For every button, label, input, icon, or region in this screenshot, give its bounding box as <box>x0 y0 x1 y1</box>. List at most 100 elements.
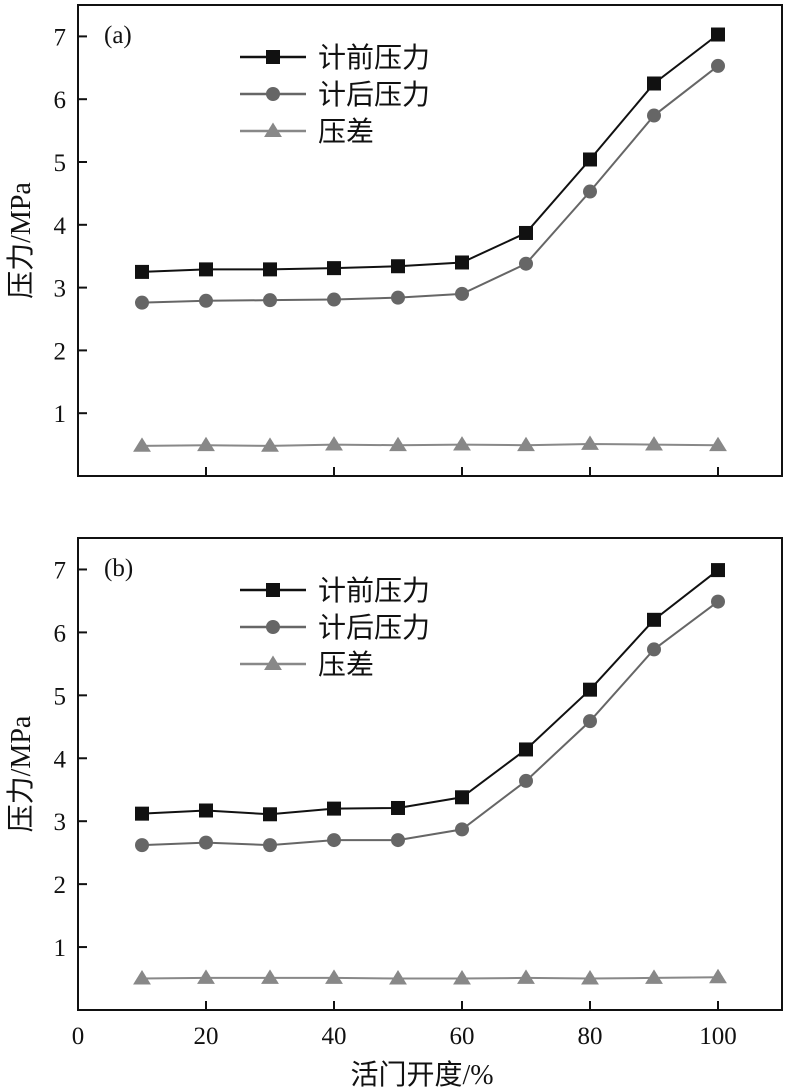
y-tick-label: 7 <box>54 24 67 51</box>
data-point <box>647 108 661 123</box>
data-point <box>199 262 213 277</box>
data-point <box>519 256 533 271</box>
legend-entry: 压差 <box>240 649 374 681</box>
legend-entry: 计后压力 <box>240 612 430 644</box>
legend-marker <box>266 620 280 634</box>
legend-label: 压差 <box>318 649 374 681</box>
data-point <box>645 436 663 451</box>
data-point <box>455 255 469 270</box>
data-point <box>583 682 597 697</box>
chart-panel-2: 1 2 3 4 5 6 7 0 20 40 60 80 100 压力/MPa 活门开度/% (b) 计前压力计后… <box>5 537 783 1091</box>
y-axis-title: 压力/MPa <box>5 182 37 299</box>
data-point <box>135 264 149 279</box>
legend-marker <box>264 655 282 670</box>
data-point <box>327 801 341 816</box>
y-tick-label: 5 <box>54 683 67 710</box>
data-point <box>647 612 661 627</box>
legend-label: 计前压力 <box>318 42 430 74</box>
data-point <box>711 58 725 73</box>
series-line-3 <box>141 976 719 980</box>
data-point <box>263 262 277 277</box>
data-point <box>583 184 597 199</box>
legend-marker <box>266 50 280 64</box>
legend-marker <box>266 583 280 597</box>
data-point <box>263 293 277 308</box>
data-point <box>517 436 535 452</box>
legend-label: 计前压力 <box>318 575 430 607</box>
legend-entry: 计前压力 <box>240 575 430 607</box>
data-point <box>135 295 149 310</box>
data-point <box>199 293 213 308</box>
x-tick-label: 0 <box>72 1023 85 1050</box>
y-tick-label: 3 <box>54 809 67 836</box>
legend-marker <box>264 122 282 137</box>
x-axis-title: 活门开度/% <box>350 1059 493 1091</box>
y-tick-label: 4 <box>54 213 67 240</box>
data-point <box>263 807 277 822</box>
data-point <box>455 822 469 837</box>
series-line-2 <box>141 600 719 847</box>
x-tick-label: 100 <box>699 1023 737 1050</box>
data-point <box>197 969 215 984</box>
x-tick-label: 40 <box>322 1023 347 1050</box>
plot-frame <box>77 537 783 1011</box>
data-point <box>327 261 341 276</box>
data-point <box>391 833 405 848</box>
y-tick-label: 4 <box>54 746 67 773</box>
data-point <box>391 800 405 815</box>
legend-entry: 计前压力 <box>240 42 430 74</box>
y-tick-label: 7 <box>54 557 67 584</box>
x-tick-label: 20 <box>194 1023 219 1050</box>
data-point <box>711 563 725 578</box>
series-line-3 <box>141 442 719 447</box>
y-tick-label: 1 <box>54 935 67 962</box>
data-point <box>197 436 215 452</box>
legend-entry: 压差 <box>240 116 374 148</box>
data-point <box>583 714 597 729</box>
data-point <box>709 436 727 452</box>
y-tick-label: 3 <box>54 276 67 303</box>
panel-label: (b) <box>104 555 133 582</box>
y-tick-label: 6 <box>54 620 67 647</box>
data-point <box>581 970 599 985</box>
y-tick-label: 2 <box>54 338 67 365</box>
data-point <box>199 803 213 818</box>
data-point <box>391 259 405 274</box>
panel-label: (a) <box>104 22 132 49</box>
data-point <box>199 835 213 850</box>
data-point <box>519 773 533 788</box>
data-point <box>325 969 343 984</box>
data-point <box>327 292 341 307</box>
data-point <box>455 286 469 301</box>
legend-label: 压差 <box>318 116 374 148</box>
y-tick-label: 6 <box>54 87 67 114</box>
data-point <box>133 437 151 452</box>
x-tick-label: 60 <box>450 1023 475 1050</box>
data-point <box>135 838 149 853</box>
data-point <box>263 838 277 853</box>
data-point <box>455 790 469 805</box>
series-line-1 <box>141 33 719 273</box>
data-point <box>709 968 727 984</box>
data-point <box>711 27 725 42</box>
data-point <box>711 594 725 609</box>
series-line-2 <box>141 65 719 304</box>
data-point <box>327 833 341 848</box>
data-point <box>133 970 151 985</box>
data-point <box>135 806 149 821</box>
legend-label: 计后压力 <box>318 79 430 111</box>
legend-entry: 计后压力 <box>240 79 430 111</box>
data-point <box>647 76 661 91</box>
data-point <box>453 970 471 985</box>
data-point <box>325 436 343 451</box>
data-point <box>581 435 599 450</box>
data-point <box>647 642 661 657</box>
y-tick-label: 5 <box>54 150 67 177</box>
data-point <box>261 437 279 452</box>
legend-label: 计后压力 <box>318 612 430 644</box>
x-tick-label: 80 <box>578 1023 603 1050</box>
data-point <box>389 436 407 452</box>
data-point <box>583 152 597 167</box>
